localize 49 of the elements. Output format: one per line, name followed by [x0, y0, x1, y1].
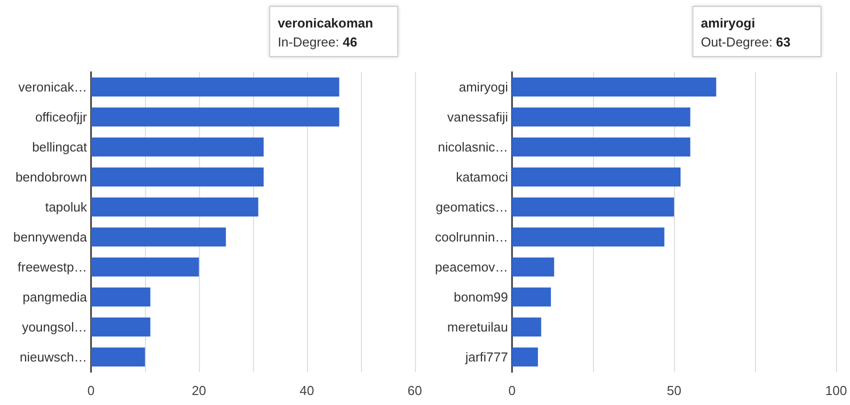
- y-tick-label: bennywenda: [13, 230, 88, 244]
- bar: [91, 318, 150, 336]
- bar: [91, 168, 264, 186]
- y-tick-label: pangmedia: [22, 290, 88, 304]
- y-tick-label: meretuilau: [447, 320, 508, 334]
- text: veronicakoman In-Degree: 46: [278, 16, 374, 50]
- x-tick-label: 100: [825, 383, 848, 398]
- x-tick-label: 50: [666, 383, 682, 398]
- y-tick-label: nicolasnic…: [438, 140, 508, 154]
- y-tick-label: amiryogi: [458, 80, 508, 94]
- x-tick-label: 40: [300, 383, 314, 398]
- y-tick-label: officeofjjr: [35, 110, 88, 124]
- x-tick-label: 0: [508, 383, 516, 398]
- y-tick-label: veronicak…: [18, 80, 87, 94]
- y-tick-label: vanessafiji: [447, 110, 508, 124]
- y-tick-label: bellingcat: [32, 140, 88, 154]
- bar: [91, 78, 340, 96]
- bar: [512, 258, 554, 276]
- bar: [91, 228, 226, 246]
- x-tick-label: 20: [192, 383, 206, 398]
- y-tick-label: katamoci: [456, 170, 508, 184]
- y-tick-label: bonom99: [454, 290, 508, 304]
- bar: [512, 288, 551, 306]
- bar: [91, 288, 150, 306]
- bar: [512, 198, 674, 216]
- y-tick-label: jarfi777: [464, 350, 508, 364]
- bar: [91, 258, 199, 276]
- y-tick-label: nieuwsch…: [20, 350, 87, 364]
- bar: [512, 228, 664, 246]
- bar: [512, 348, 538, 366]
- bar: [91, 198, 258, 216]
- x-tick-label: 0: [87, 383, 95, 398]
- bar: [91, 108, 340, 126]
- bar: [512, 168, 681, 186]
- y-tick-label: coolrunnin…: [435, 230, 508, 244]
- y-tick-label: geomatics…: [436, 200, 508, 214]
- y-tick-label: freewestp…: [18, 260, 87, 274]
- y-tick-label: bendobrown: [15, 170, 87, 184]
- bar: [512, 138, 690, 156]
- y-tick-label: tapoluk: [45, 200, 88, 214]
- bar: [512, 318, 542, 336]
- text: amiryogi Out-Degree: 63: [700, 16, 791, 50]
- x-tick-label: 60: [408, 383, 422, 398]
- y-tick-label: youngsol…: [22, 320, 87, 334]
- bar: [512, 78, 716, 96]
- bar: [91, 348, 145, 366]
- y-tick-label: peacemov…: [435, 260, 508, 274]
- bar: [91, 138, 264, 156]
- bar: [512, 108, 690, 126]
